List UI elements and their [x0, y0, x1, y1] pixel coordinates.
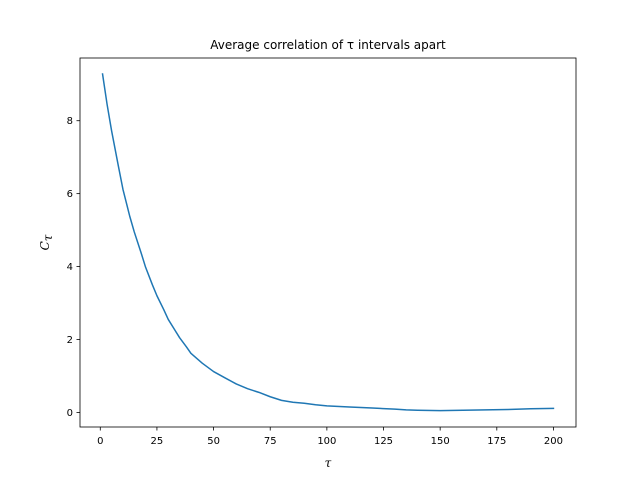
plot-frame [79, 57, 577, 428]
x-tick-label: 125 [374, 436, 393, 447]
y-axis-label: Cτ [38, 234, 55, 250]
x-tick-label: 100 [317, 436, 336, 447]
y-axis-label-main: C [38, 241, 52, 250]
y-tick-label: 0 [67, 408, 73, 419]
x-tick-label: 75 [264, 436, 277, 447]
y-tick-label: 4 [67, 262, 73, 273]
x-axis-label: τ [325, 456, 332, 470]
axis-ticks: 0 25 50 75 100 125 150 175 200 0 2 4 6 8 [67, 116, 563, 447]
y-tick-label: 6 [67, 189, 73, 200]
chart-title: Average correlation of τ intervals apart [210, 38, 446, 52]
x-tick-label: 50 [207, 436, 220, 447]
series-line [101, 73, 555, 412]
y-tick-label: 2 [67, 335, 73, 346]
x-tick-label: 25 [151, 436, 164, 447]
x-tick-label: 0 [97, 436, 103, 447]
y-tick-label: 8 [67, 116, 73, 127]
x-tick-label: 175 [487, 436, 506, 447]
x-tick-label: 150 [431, 436, 450, 447]
x-tick-label: 200 [544, 436, 563, 447]
y-axis-label-subscript: τ [41, 234, 55, 241]
